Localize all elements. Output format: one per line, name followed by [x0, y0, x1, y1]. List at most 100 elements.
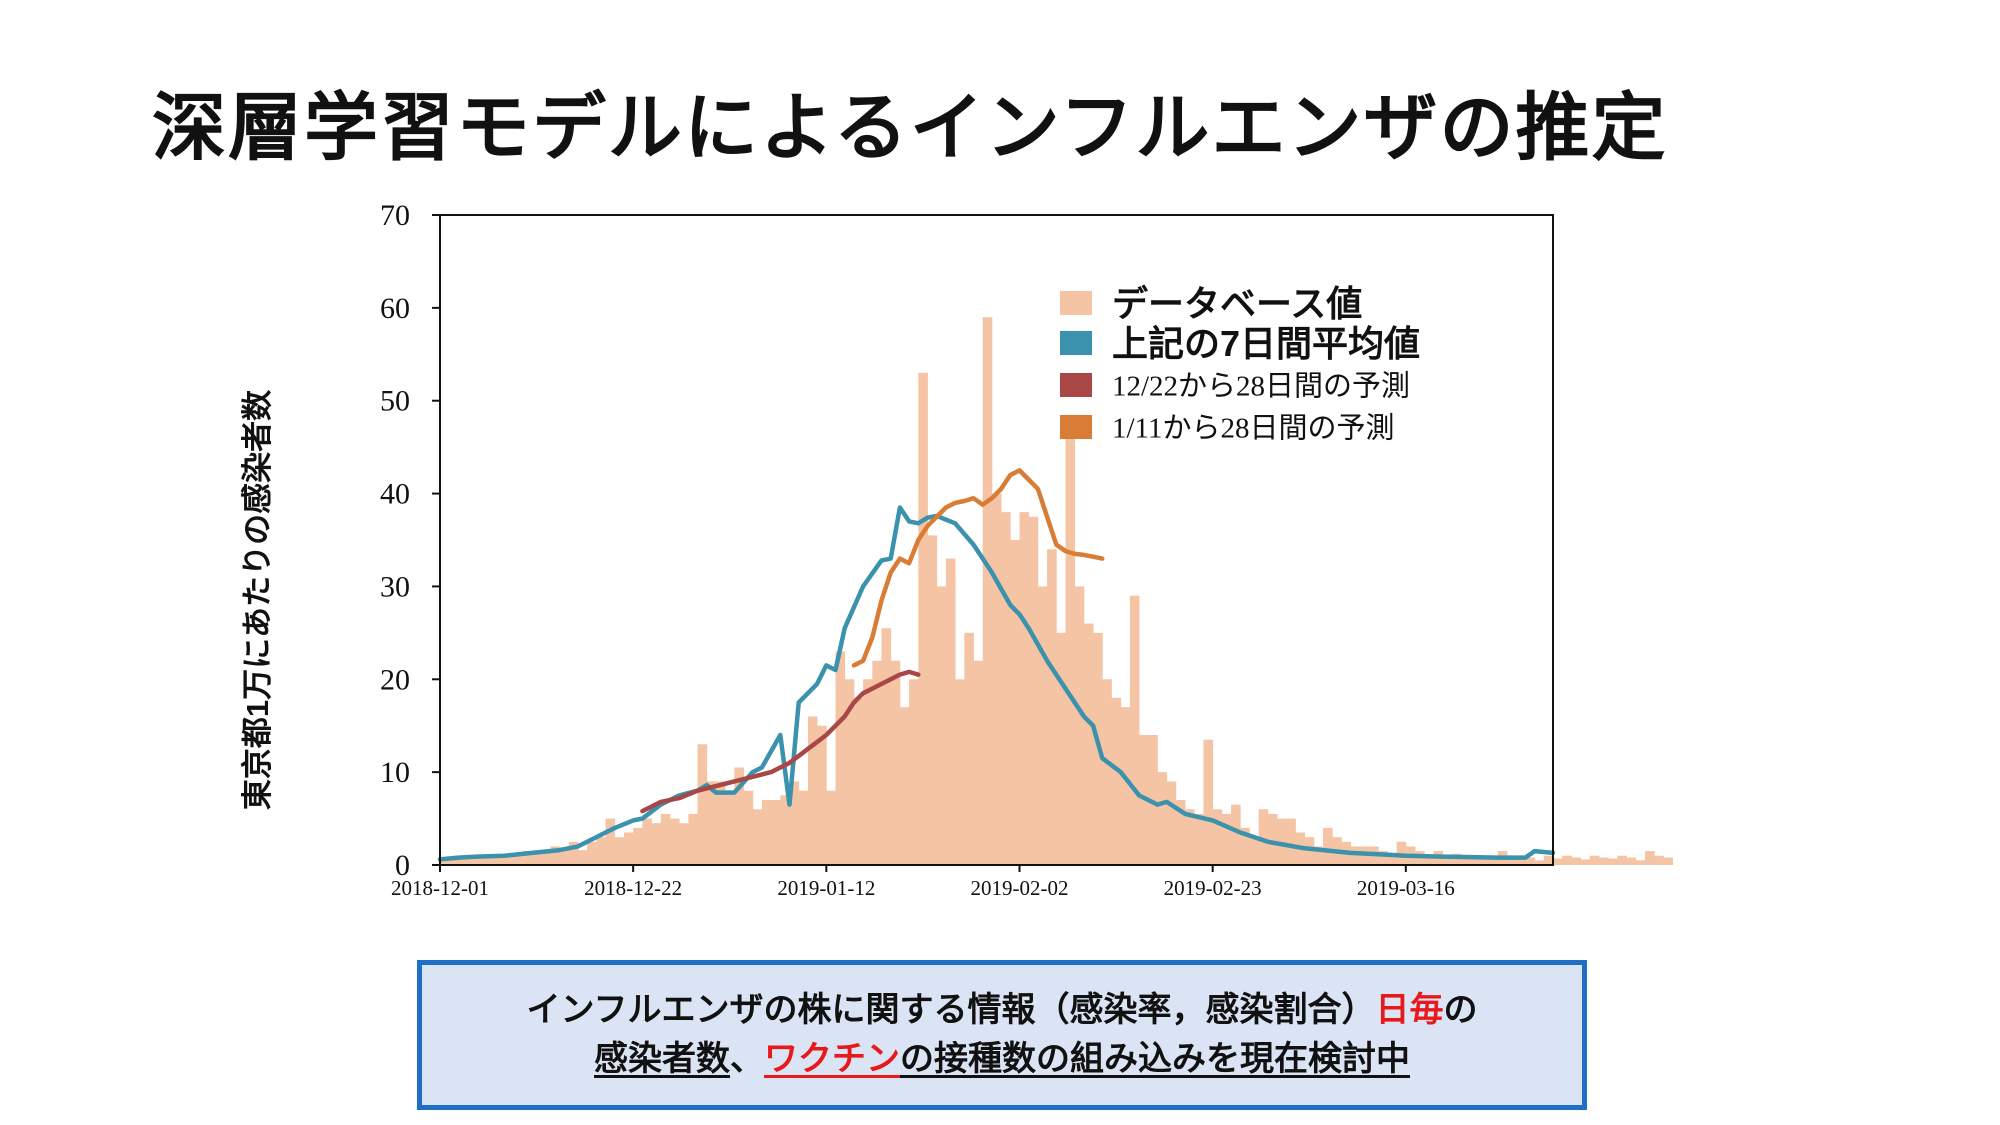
bar: [504, 853, 514, 865]
bar: [789, 781, 800, 865]
bar: [743, 790, 754, 865]
bar: [1516, 855, 1526, 865]
bar: [771, 800, 781, 865]
note-text: の: [1443, 989, 1478, 1030]
bar: [1442, 855, 1453, 865]
bar: [918, 372, 928, 865]
y-tick-label: 50: [380, 385, 410, 418]
x-tick-label: 2019-01-12: [777, 876, 875, 900]
bar: [798, 790, 809, 865]
x-tick-label: 2019-02-02: [970, 876, 1068, 900]
bar: [853, 697, 864, 865]
bar: [449, 857, 459, 865]
bar: [1212, 809, 1223, 865]
bar: [633, 827, 643, 865]
bar: [1074, 586, 1085, 865]
bar: [688, 813, 698, 865]
bar: [1120, 707, 1131, 865]
bar: [1028, 516, 1039, 865]
bar: [1424, 855, 1434, 865]
bar: [559, 848, 570, 865]
bar: [1313, 846, 1324, 865]
bar: [817, 725, 827, 865]
y-tick-label: 60: [380, 292, 410, 325]
bar: [1249, 837, 1260, 865]
bar: [1286, 818, 1296, 865]
bar: [485, 855, 496, 865]
bar: [927, 535, 938, 865]
bar: [1387, 855, 1398, 865]
bar: [1010, 540, 1020, 865]
bar: [1194, 813, 1204, 865]
bar: [1626, 857, 1637, 865]
y-axis: 0 10 20 30 40 50 60 70: [380, 199, 440, 882]
bar: [761, 800, 772, 865]
note-line-2: 感染者数、ワクチンの接種数の組み込みを現在検討中: [594, 1035, 1410, 1084]
bar: [881, 628, 892, 865]
y-tick-label: 10: [380, 756, 410, 789]
bar: [945, 558, 956, 865]
bar: [1037, 586, 1048, 865]
legend-swatch: [1060, 373, 1092, 397]
bar: [1175, 800, 1186, 865]
bar: [467, 858, 478, 865]
bar: [660, 813, 671, 865]
bar: [651, 823, 662, 865]
series-line-2: [640, 669, 921, 814]
bar: [669, 818, 680, 865]
bar: [1534, 860, 1545, 865]
bar: [1166, 781, 1177, 865]
note-underlined: 感染者数: [594, 1039, 730, 1079]
series-line-1: [437, 505, 1556, 862]
bar: [1553, 858, 1563, 865]
bar: [513, 855, 524, 865]
bar: [1525, 857, 1535, 865]
bar: [1203, 739, 1214, 865]
x-tick-label: 2018-12-01: [391, 876, 489, 900]
note-highlight: ワクチン: [764, 1039, 900, 1079]
series-line-3: [851, 468, 1105, 668]
y-tick-label: 20: [380, 663, 410, 696]
bar: [1083, 623, 1094, 865]
bar: [495, 857, 505, 865]
y-tick-label: 30: [380, 570, 410, 603]
bar: [605, 818, 616, 865]
lines-group: [437, 468, 1556, 862]
bar: [1654, 855, 1664, 865]
bar: [1507, 857, 1517, 865]
bar: [890, 660, 901, 865]
bar: [568, 841, 579, 865]
bar: [826, 790, 836, 865]
bar: [1019, 512, 1030, 865]
legend-label: 上記の7日間平均値: [1112, 323, 1420, 364]
note-text: 、: [730, 1039, 764, 1079]
bar: [697, 744, 708, 865]
bar: [807, 716, 818, 865]
bar: [458, 855, 468, 865]
note-box: インフルエンザの株に関する情報（感染率，感染割合）日毎の 感染者数、ワクチンの接…: [417, 960, 1587, 1110]
bar: [1451, 853, 1462, 865]
bar: [614, 837, 625, 865]
bar: [973, 660, 984, 865]
bar: [1258, 809, 1269, 865]
x-tick-label: 2019-02-23: [1164, 876, 1262, 900]
bar: [1047, 549, 1057, 865]
plot-frame: [439, 214, 1554, 866]
bar: [715, 781, 726, 865]
bar: [476, 855, 487, 865]
bar: [1350, 846, 1361, 865]
y-tick-label: 0: [395, 849, 410, 882]
bar: [1304, 837, 1315, 865]
note-underlined: 接種数の組み込みを現在検討中: [934, 1039, 1410, 1079]
bars-group: [440, 317, 1673, 865]
bar: [1111, 697, 1122, 865]
bar: [1240, 827, 1250, 865]
bar: [991, 493, 1002, 865]
bar: [1663, 857, 1673, 865]
bar: [550, 846, 560, 865]
bar: [1488, 855, 1499, 865]
y-tick-label: 40: [380, 478, 410, 511]
bar: [1065, 428, 1076, 865]
